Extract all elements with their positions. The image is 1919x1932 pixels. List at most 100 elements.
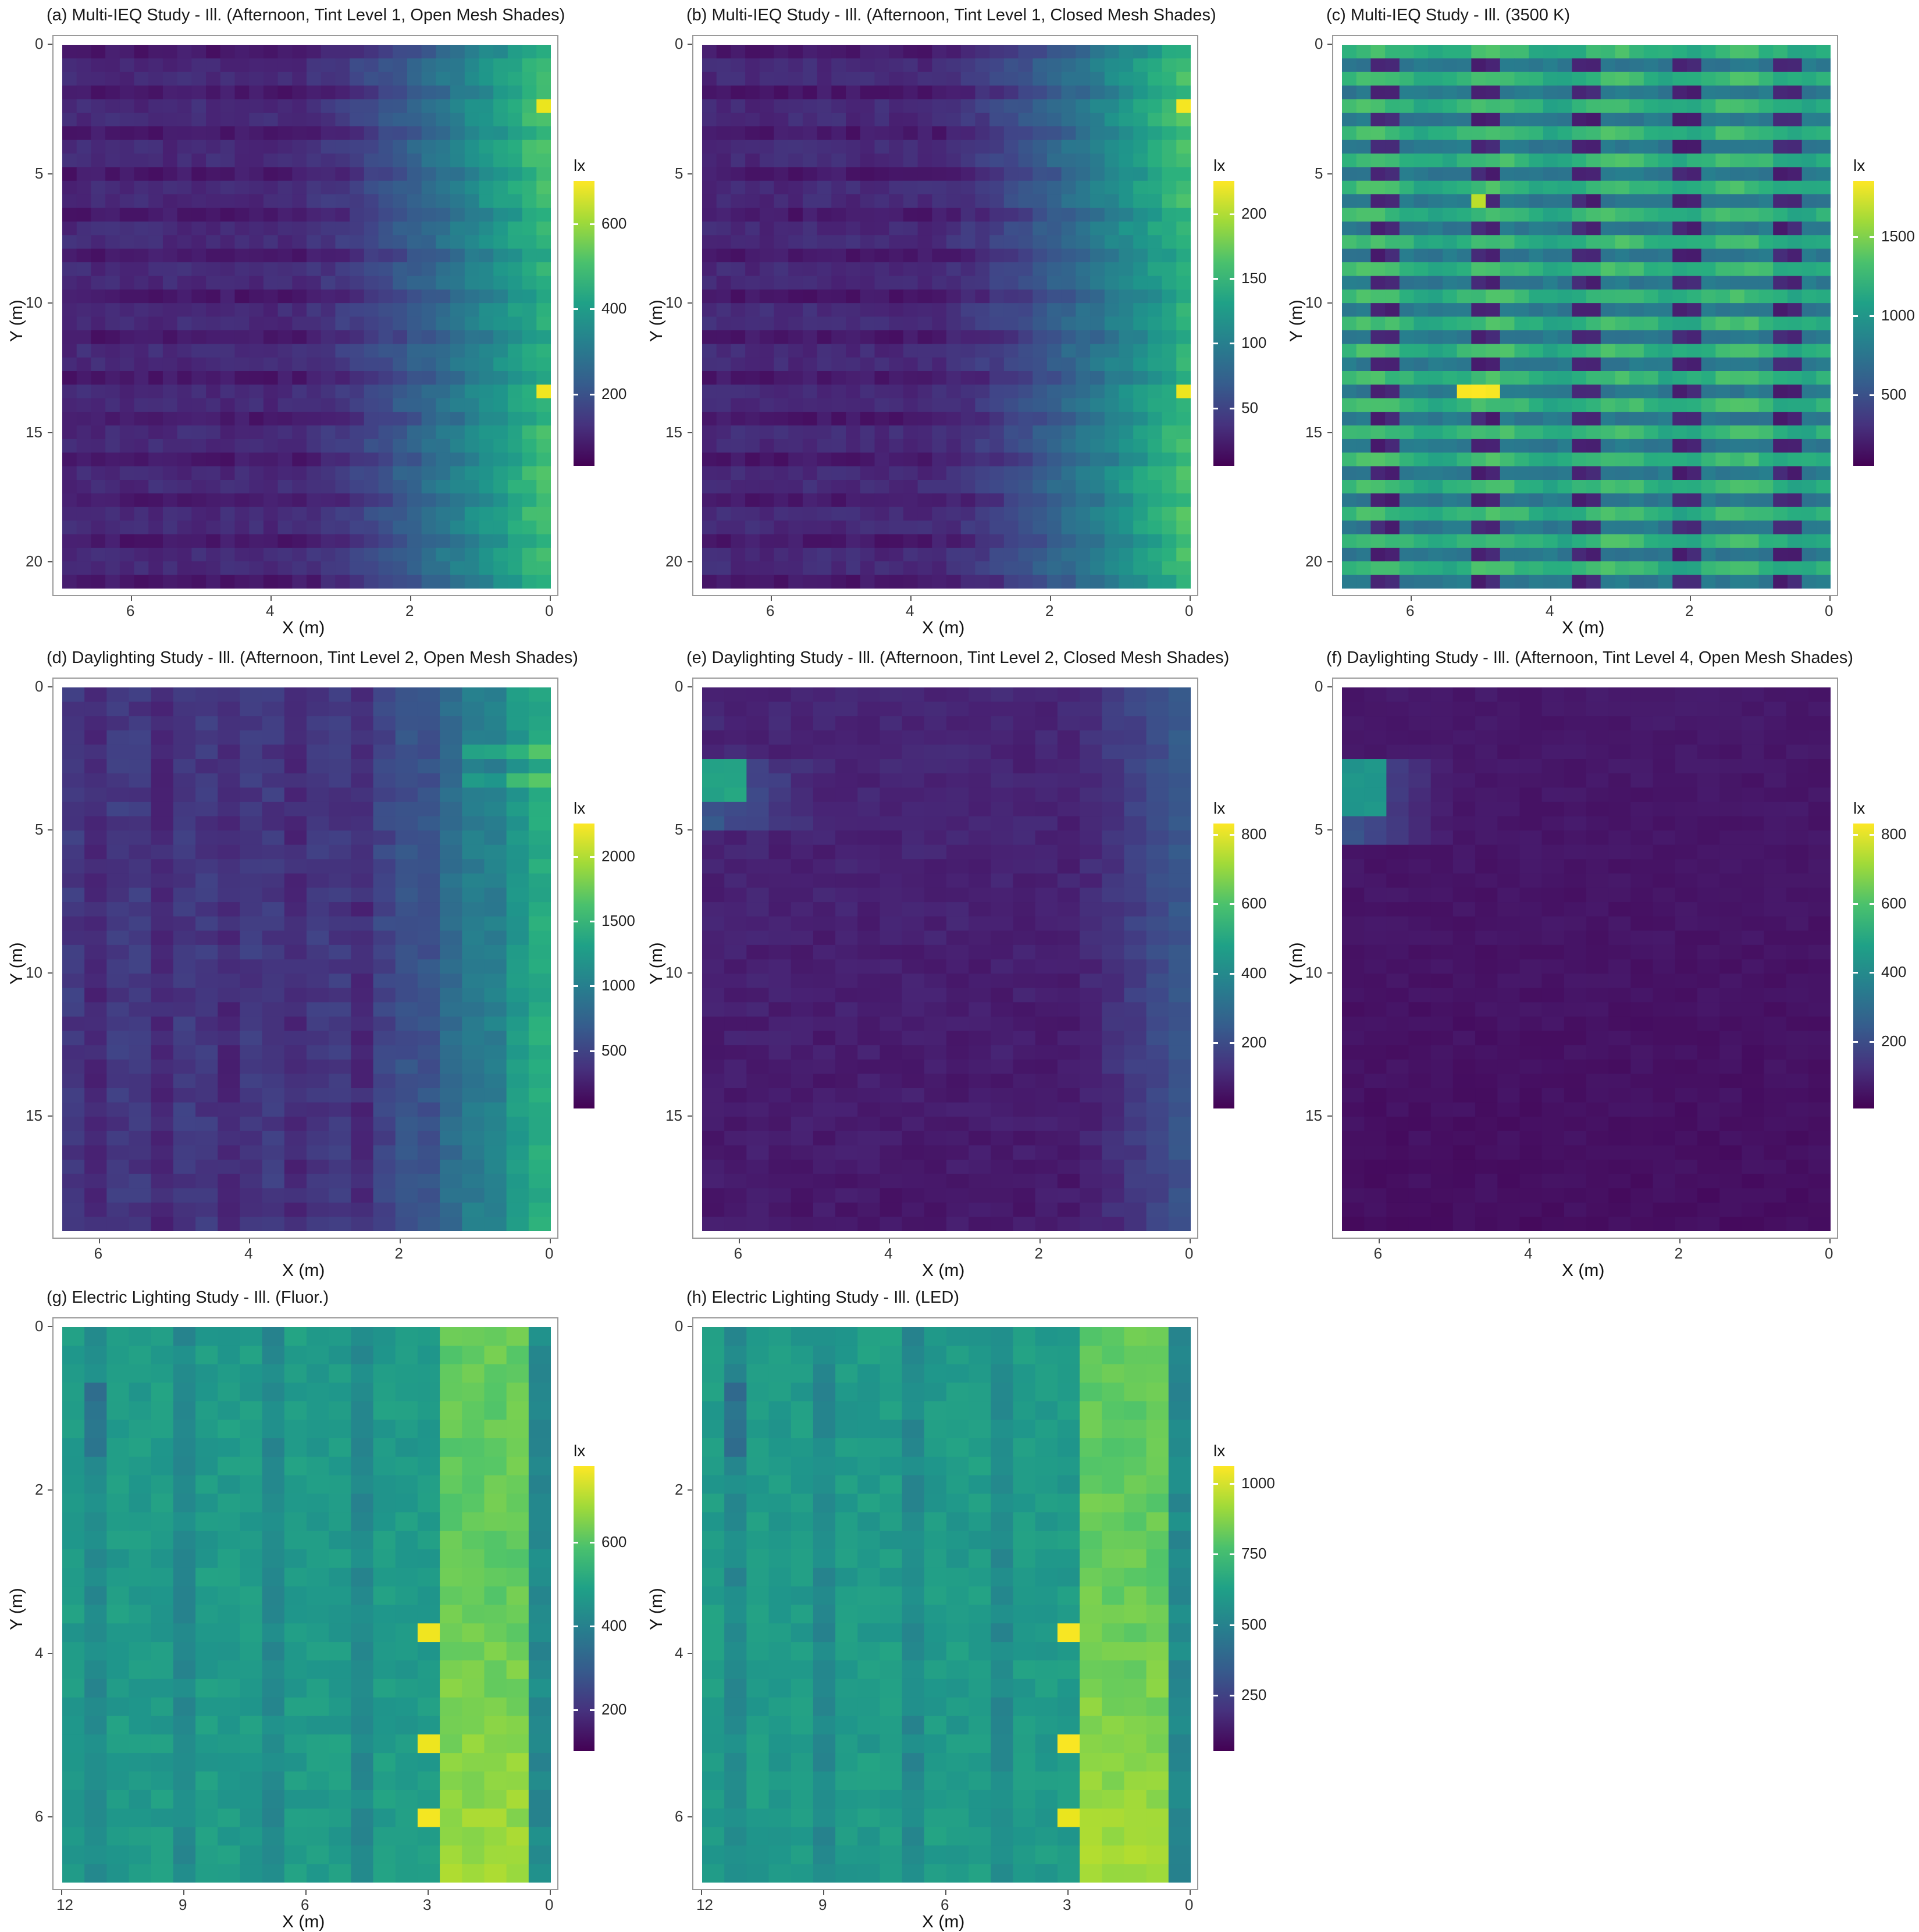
heatmap-cell [177, 72, 192, 86]
heatmap-cell [1047, 126, 1062, 140]
heatmap-cell [393, 290, 407, 304]
heatmap-cell [249, 45, 264, 59]
heatmap-cell [1788, 140, 1802, 154]
heatmap-cell [240, 716, 262, 730]
heatmap-cell [774, 181, 789, 195]
heatmap-cell [106, 759, 129, 773]
heatmap-cell [975, 140, 989, 154]
heatmap-cell [1500, 480, 1515, 494]
heatmap-cell [329, 773, 351, 788]
heatmap-cell [262, 974, 285, 988]
heatmap-cell [989, 412, 1004, 426]
heatmap-cell [903, 384, 918, 398]
heatmap-cell [1062, 58, 1076, 72]
heatmap-cell [84, 887, 107, 902]
heatmap-cell [1385, 113, 1400, 127]
heatmap-cell [1744, 181, 1759, 195]
heatmap-cell [1514, 85, 1529, 99]
heatmap-cell [240, 988, 262, 1003]
heatmap-cell [932, 561, 946, 575]
heatmap-cell [1615, 235, 1629, 249]
heatmap-cell [351, 716, 373, 730]
legend-title: lx [1853, 156, 1865, 175]
heatmap-cell [407, 358, 422, 372]
heatmap-cell [1500, 303, 1515, 317]
heatmap-cell [932, 412, 946, 426]
y-tick [688, 432, 692, 433]
heatmap-cell [1105, 439, 1119, 453]
heatmap-cell [1162, 330, 1177, 344]
heatmap-cell [120, 290, 134, 304]
heatmap-cell [1773, 439, 1788, 453]
heatmap-cell [422, 126, 436, 140]
heatmap-cell [1658, 493, 1673, 507]
heatmap-cell [396, 960, 418, 974]
heatmap-cell [1119, 85, 1133, 99]
heatmap-cell [1802, 521, 1817, 534]
heatmap-cell [1730, 358, 1744, 372]
heatmap-cell [508, 113, 522, 127]
heatmap-cell [329, 874, 351, 888]
heatmap-cell [234, 235, 249, 249]
heatmap-cell [1342, 262, 1357, 276]
heatmap-cell [975, 85, 989, 99]
heatmap-cell [321, 452, 336, 466]
heatmap-cell [262, 917, 285, 931]
heatmap-cell [1162, 358, 1177, 372]
heatmap-cell [522, 194, 537, 208]
heatmap-cell [1514, 194, 1529, 208]
heatmap-cell [396, 1117, 418, 1131]
heatmap-cell [961, 45, 975, 59]
heatmap-cell [307, 759, 329, 773]
heatmap-cell [1773, 140, 1788, 154]
heatmap-cell [450, 548, 465, 562]
heatmap-cell [1357, 384, 1371, 398]
heatmap-cell [393, 493, 407, 507]
heatmap-cell [1385, 181, 1400, 195]
heatmap-cell [1004, 521, 1019, 534]
heatmap-cell [120, 439, 134, 453]
heatmap-cell [436, 534, 450, 548]
heatmap-cell [484, 802, 507, 817]
heatmap-cell [961, 317, 975, 331]
heatmap-cell [1672, 480, 1687, 494]
heatmap-cell [1788, 303, 1802, 317]
heatmap-cell [163, 58, 177, 72]
heatmap-cell [860, 466, 875, 480]
heatmap-cell [393, 154, 407, 167]
heatmap-cell [760, 412, 774, 426]
heatmap-cell [351, 1203, 373, 1217]
heatmap-cell [62, 194, 77, 208]
heatmap-cell [163, 371, 177, 385]
heatmap-cell [278, 330, 293, 344]
heatmap-cell [860, 167, 875, 181]
heatmap-cell [1004, 262, 1019, 276]
heatmap-cell [1076, 358, 1090, 372]
y-tick [48, 302, 52, 304]
heatmap-cell [803, 548, 817, 562]
heatmap-cell [264, 493, 278, 507]
heatmap-cell [1162, 493, 1177, 507]
heatmap-cell [507, 730, 529, 745]
heatmap-cell [1457, 72, 1472, 86]
heatmap-cell [1133, 290, 1148, 304]
heatmap-cell [760, 262, 774, 276]
heatmap-cell [1572, 466, 1586, 480]
heatmap-cell [329, 702, 351, 717]
heatmap-cell [889, 154, 903, 167]
heatmap-cell [422, 466, 436, 480]
heatmap-cell [1133, 126, 1148, 140]
heatmap-cell [1471, 344, 1486, 358]
heatmap-cell [1730, 249, 1744, 263]
x-axis-label: X (m) [282, 618, 325, 638]
heatmap-cell [284, 1103, 307, 1117]
heatmap-cell [1105, 507, 1119, 521]
heatmap-cell [1615, 466, 1629, 480]
heatmap-cell [493, 235, 508, 249]
heatmap-cell [484, 988, 507, 1003]
heatmap-cell [1687, 167, 1701, 181]
heatmap-cell [1687, 303, 1701, 317]
heatmap-cell [989, 480, 1004, 494]
heatmap-cell [1133, 249, 1148, 263]
heatmap-cell [1148, 371, 1162, 385]
